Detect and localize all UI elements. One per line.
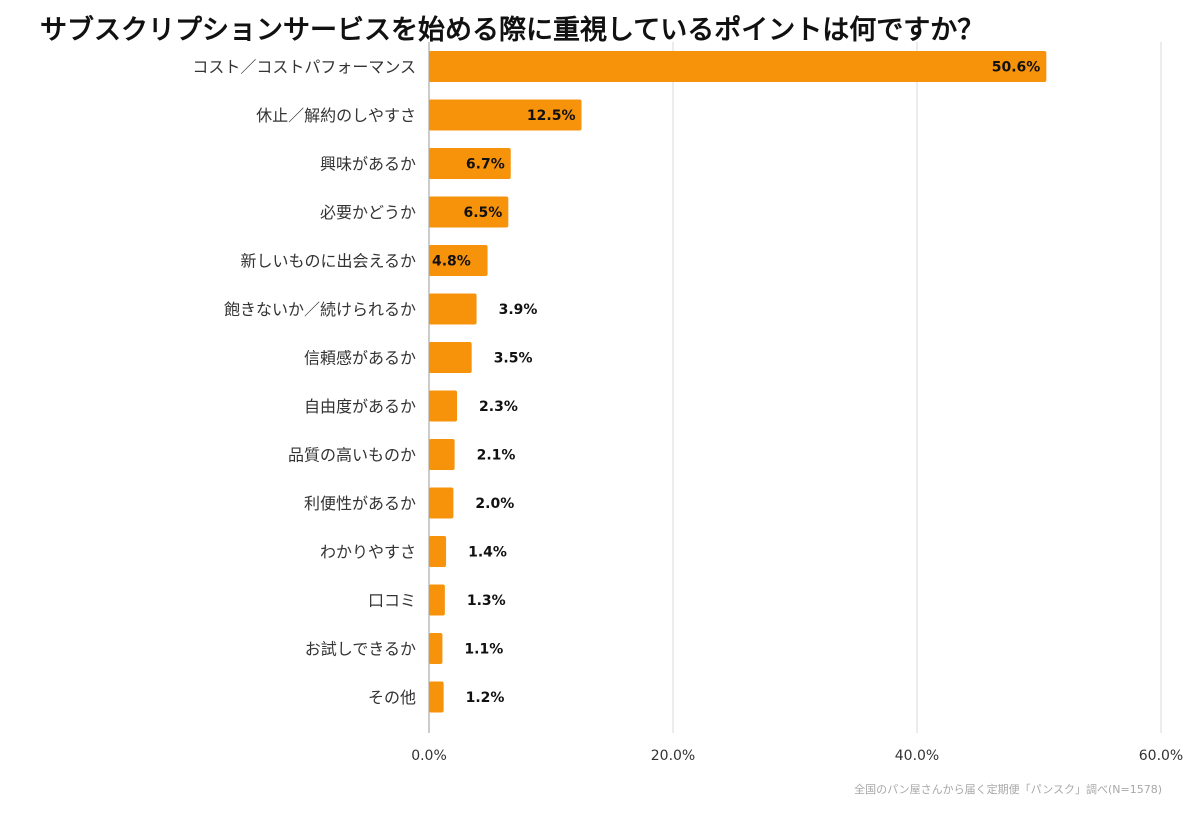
bar [429, 487, 454, 519]
bar [429, 196, 509, 228]
category-label: 自由度があるか [304, 397, 416, 416]
bar [429, 148, 511, 179]
value-label: 6.7% [466, 157, 505, 173]
category-label: その他 [368, 688, 416, 707]
value-label: 50.6% [992, 60, 1041, 76]
category-label: 品質の高いものか [288, 446, 416, 465]
value-label: 2.1% [477, 448, 516, 464]
value-label: 3.5% [494, 351, 533, 367]
category-label: 信頼感があるか [304, 349, 416, 368]
category-label: 必要かどうか [320, 203, 416, 222]
value-label: 1.4% [468, 545, 507, 561]
bar [429, 99, 582, 131]
bar [429, 536, 447, 567]
chart-title: サブスクリプションサービスを始める際に重視しているポイントは何ですか？ [40, 15, 985, 46]
value-label: 6.5% [463, 205, 502, 221]
category-label: コスト／コストパフォーマンス [192, 58, 416, 77]
bar [429, 633, 443, 664]
bar [429, 584, 445, 616]
x-tick-label: 60.0% [1139, 748, 1183, 764]
bar [429, 681, 444, 713]
category-label: 利便性があるか [304, 494, 416, 513]
bar [429, 342, 472, 373]
x-tick-label: 20.0% [651, 748, 695, 764]
value-label: 2.0% [475, 496, 514, 512]
category-label: 新しいものに出会えるか [240, 252, 416, 271]
value-label: 12.5% [527, 108, 576, 124]
source-note: 全国のパン屋さんから届く定期便「パンスク」調べ(N=1578) [854, 783, 1162, 796]
category-label: わかりやすさ [320, 543, 416, 562]
category-label: お試しできるか [305, 640, 416, 659]
value-label: 1.1% [464, 642, 503, 658]
bar [429, 293, 477, 325]
x-tick-label: 40.0% [895, 748, 939, 764]
category-label: 興味があるか [320, 155, 416, 174]
x-tick-label: 0.0% [411, 748, 447, 764]
bar [429, 439, 455, 470]
category-label: 口コミ [368, 591, 416, 610]
value-label: 1.2% [466, 690, 505, 706]
category-label: 休止／解約のしやすさ [256, 106, 416, 125]
bar [429, 390, 458, 422]
bar [429, 51, 1047, 82]
value-label: 3.9% [499, 302, 538, 318]
value-label: 1.3% [467, 593, 506, 609]
bar [429, 245, 488, 276]
value-label: 4.8% [432, 254, 471, 270]
category-label: 飽きないか／続けられるか [224, 300, 416, 319]
value-label: 2.3% [479, 399, 518, 415]
